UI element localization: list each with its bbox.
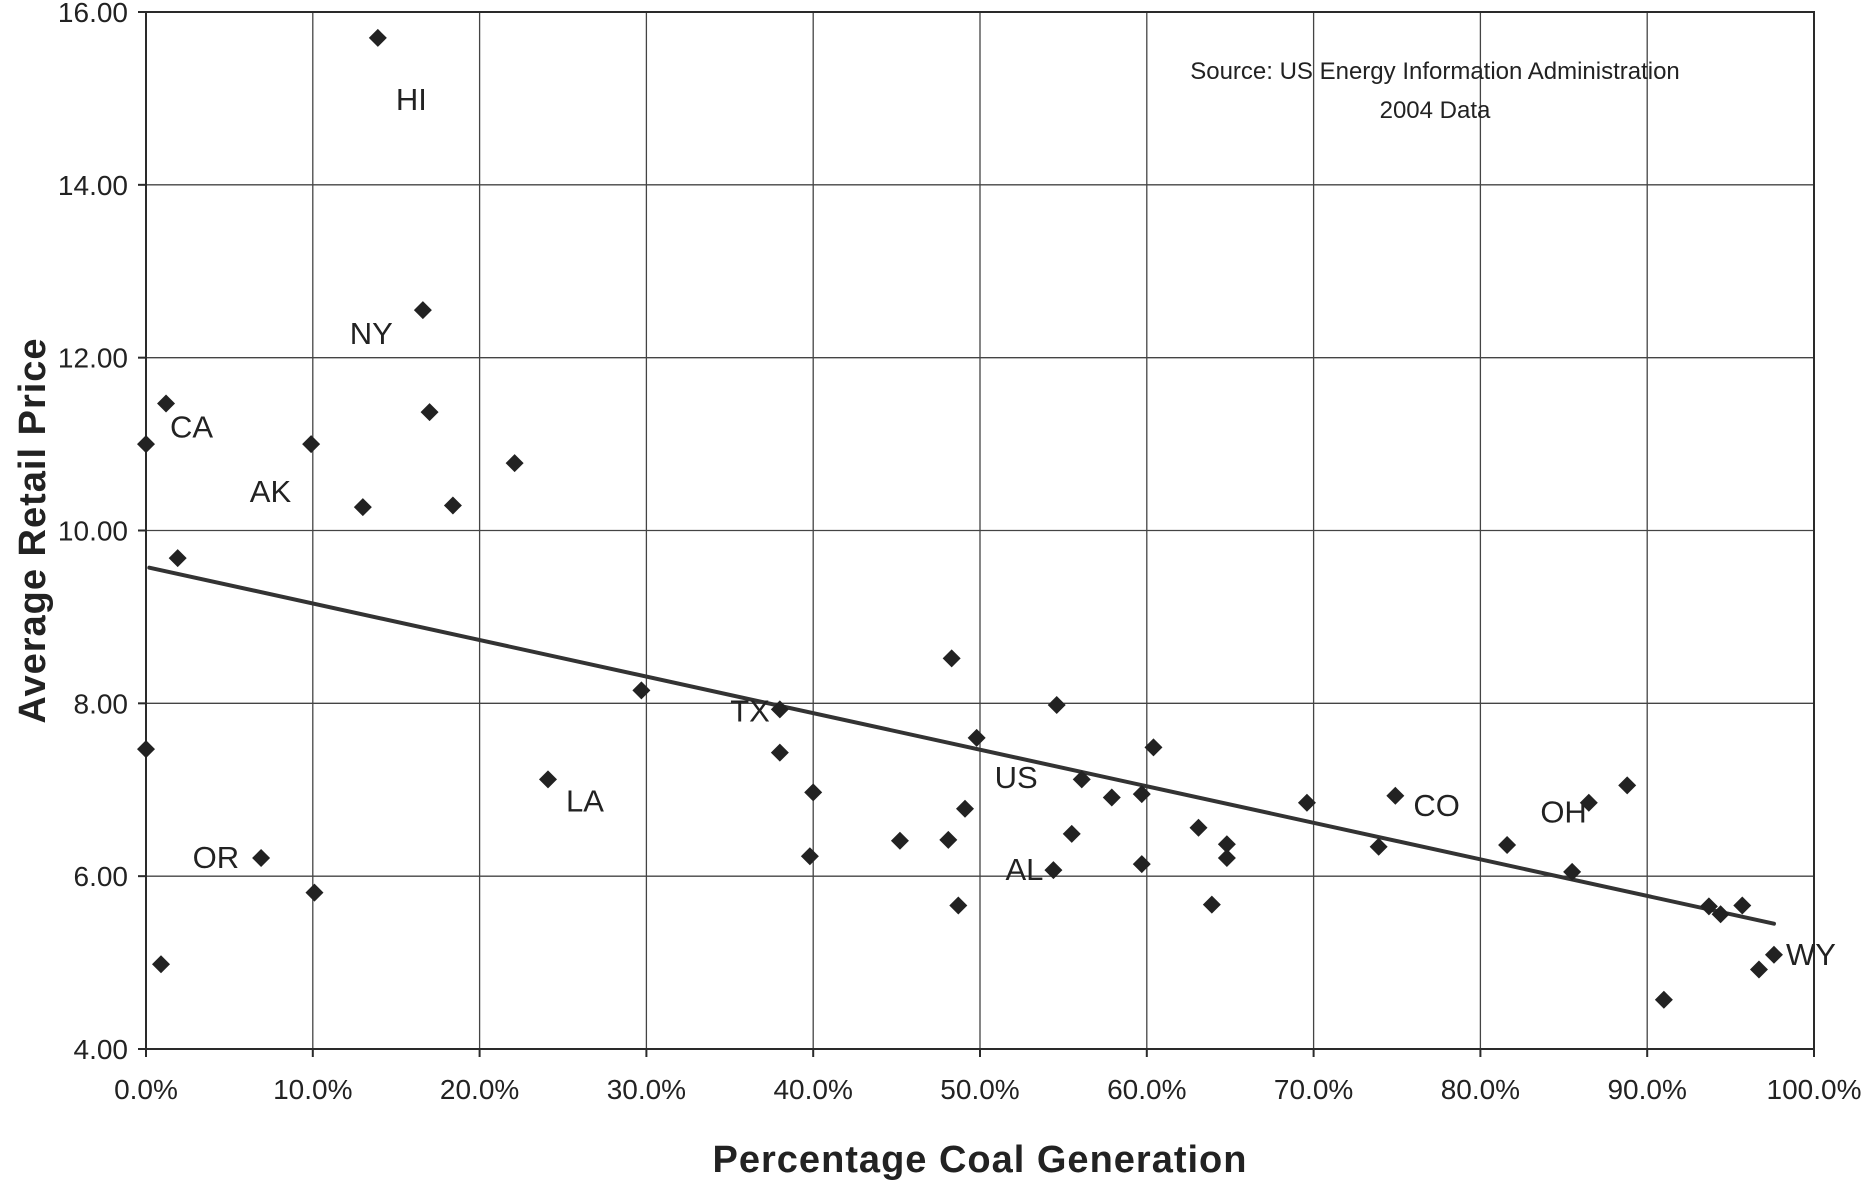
point-label-ny: NY — [350, 316, 393, 351]
point-label-al: AL — [1005, 852, 1043, 887]
data-point-marker — [770, 700, 789, 719]
x-tick-label: 0.0% — [114, 1074, 178, 1105]
data-point-marker — [137, 740, 155, 759]
data-point-marker — [1563, 862, 1582, 881]
data-point-marker — [1699, 897, 1718, 916]
data-point-marker — [302, 435, 321, 454]
data-point-marker — [1132, 785, 1151, 804]
data-point-marker — [157, 394, 176, 413]
gridlines — [145, 11, 1815, 1050]
x-tick-label: 100.0% — [1767, 1074, 1862, 1105]
source-annotation-line-1: Source: US Energy Information Administra… — [1190, 58, 1680, 85]
point-label-ca: CA — [170, 409, 213, 444]
tick-labels: 0.0% 10.0% 20.0% 30.0% 40.0% 50.0% 60.0% 70.0% 8… — [58, 0, 1862, 1105]
data-point-marker — [1189, 818, 1208, 837]
point-label-co: CO — [1413, 788, 1460, 823]
x-axis-title: Percentage Coal Generation — [713, 1139, 1248, 1181]
data-point-marker — [505, 454, 524, 473]
data-point-marker — [955, 799, 974, 818]
data-point-marker — [1102, 788, 1121, 807]
data-point-marker — [1711, 905, 1730, 924]
point-label-or: OR — [193, 840, 240, 875]
data-point-marker — [1764, 945, 1783, 964]
point-label-us: US — [995, 760, 1038, 795]
data-point-marker — [1749, 960, 1768, 979]
data-point-marker — [1217, 849, 1236, 868]
data-point-marker — [1047, 696, 1066, 715]
data-point-marker — [1132, 855, 1151, 874]
point-label-la: LA — [566, 783, 604, 818]
data-point-marker — [413, 301, 432, 320]
data-point-marker — [804, 783, 823, 802]
y-tick-label: 12.00 — [58, 343, 128, 374]
point-label-tx: TX — [730, 693, 770, 728]
source-annotation-line-2: 2004 Data — [1380, 97, 1491, 124]
data-point-marker — [942, 649, 961, 668]
y-axis-title: Average Retail Price — [12, 337, 54, 723]
y-tick-label: 4.00 — [74, 1034, 129, 1065]
y-tick-label: 10.00 — [58, 516, 128, 547]
data-point-marker — [890, 831, 909, 850]
data-point-marker — [949, 896, 968, 915]
y-tick-label: 14.00 — [58, 170, 128, 201]
data-point-marker — [939, 830, 958, 849]
x-tick-label: 80.0% — [1441, 1074, 1520, 1105]
data-point-marker — [632, 681, 651, 700]
x-tick-label: 30.0% — [607, 1074, 686, 1105]
data-point-marker — [1386, 786, 1405, 805]
x-tick-label: 70.0% — [1274, 1074, 1353, 1105]
y-tick-label: 6.00 — [74, 861, 129, 892]
data-point-marker — [305, 883, 324, 902]
data-point-marker — [252, 849, 271, 868]
data-point-marker — [353, 498, 372, 517]
x-tick-label: 50.0% — [940, 1074, 1019, 1105]
y-tick-label: 8.00 — [74, 688, 129, 719]
point-label-oh: OH — [1540, 795, 1587, 830]
data-point-marker — [1297, 793, 1316, 812]
data-point-marker — [967, 728, 986, 747]
data-point-marker — [1654, 990, 1673, 1009]
point-label-ak: AK — [250, 474, 292, 509]
x-tick-label: 40.0% — [773, 1074, 852, 1105]
point-label-hi: HI — [396, 82, 427, 117]
data-point-marker — [1618, 776, 1637, 795]
x-tick-label: 90.0% — [1607, 1074, 1686, 1105]
data-point-marker — [1144, 738, 1163, 757]
data-point-marker — [770, 743, 789, 762]
point-labels: HI NY CA AK OR LA TX US AL CO OH WY — [170, 82, 1836, 972]
data-point-marker — [1498, 836, 1517, 855]
data-point-marker — [1202, 895, 1221, 914]
x-tick-label: 10.0% — [273, 1074, 352, 1105]
y-tick-label: 16.00 — [58, 0, 128, 28]
data-point-marker — [168, 549, 187, 568]
source-annotation: Source: US Energy Information Administra… — [1190, 58, 1680, 124]
data-point-marker — [1579, 793, 1598, 812]
data-point-marker — [1044, 861, 1063, 880]
x-tick-label: 20.0% — [440, 1074, 519, 1105]
data-point-marker — [137, 435, 155, 454]
data-point-marker — [152, 955, 171, 974]
point-label-wy: WY — [1786, 937, 1836, 972]
data-point-marker — [800, 847, 819, 866]
data-point-marker — [1072, 770, 1091, 789]
data-point-marker — [443, 496, 462, 515]
data-point-marker — [1733, 896, 1752, 915]
data-point-marker — [538, 770, 557, 789]
x-tick-label: 60.0% — [1107, 1074, 1186, 1105]
data-point-marker — [368, 28, 387, 47]
data-point-marker — [1217, 835, 1236, 854]
data-point-marker — [1062, 824, 1081, 843]
data-point-marker — [420, 403, 439, 422]
trendline — [147, 565, 1776, 926]
data-points — [137, 28, 1783, 1009]
data-point-marker — [1369, 837, 1388, 856]
